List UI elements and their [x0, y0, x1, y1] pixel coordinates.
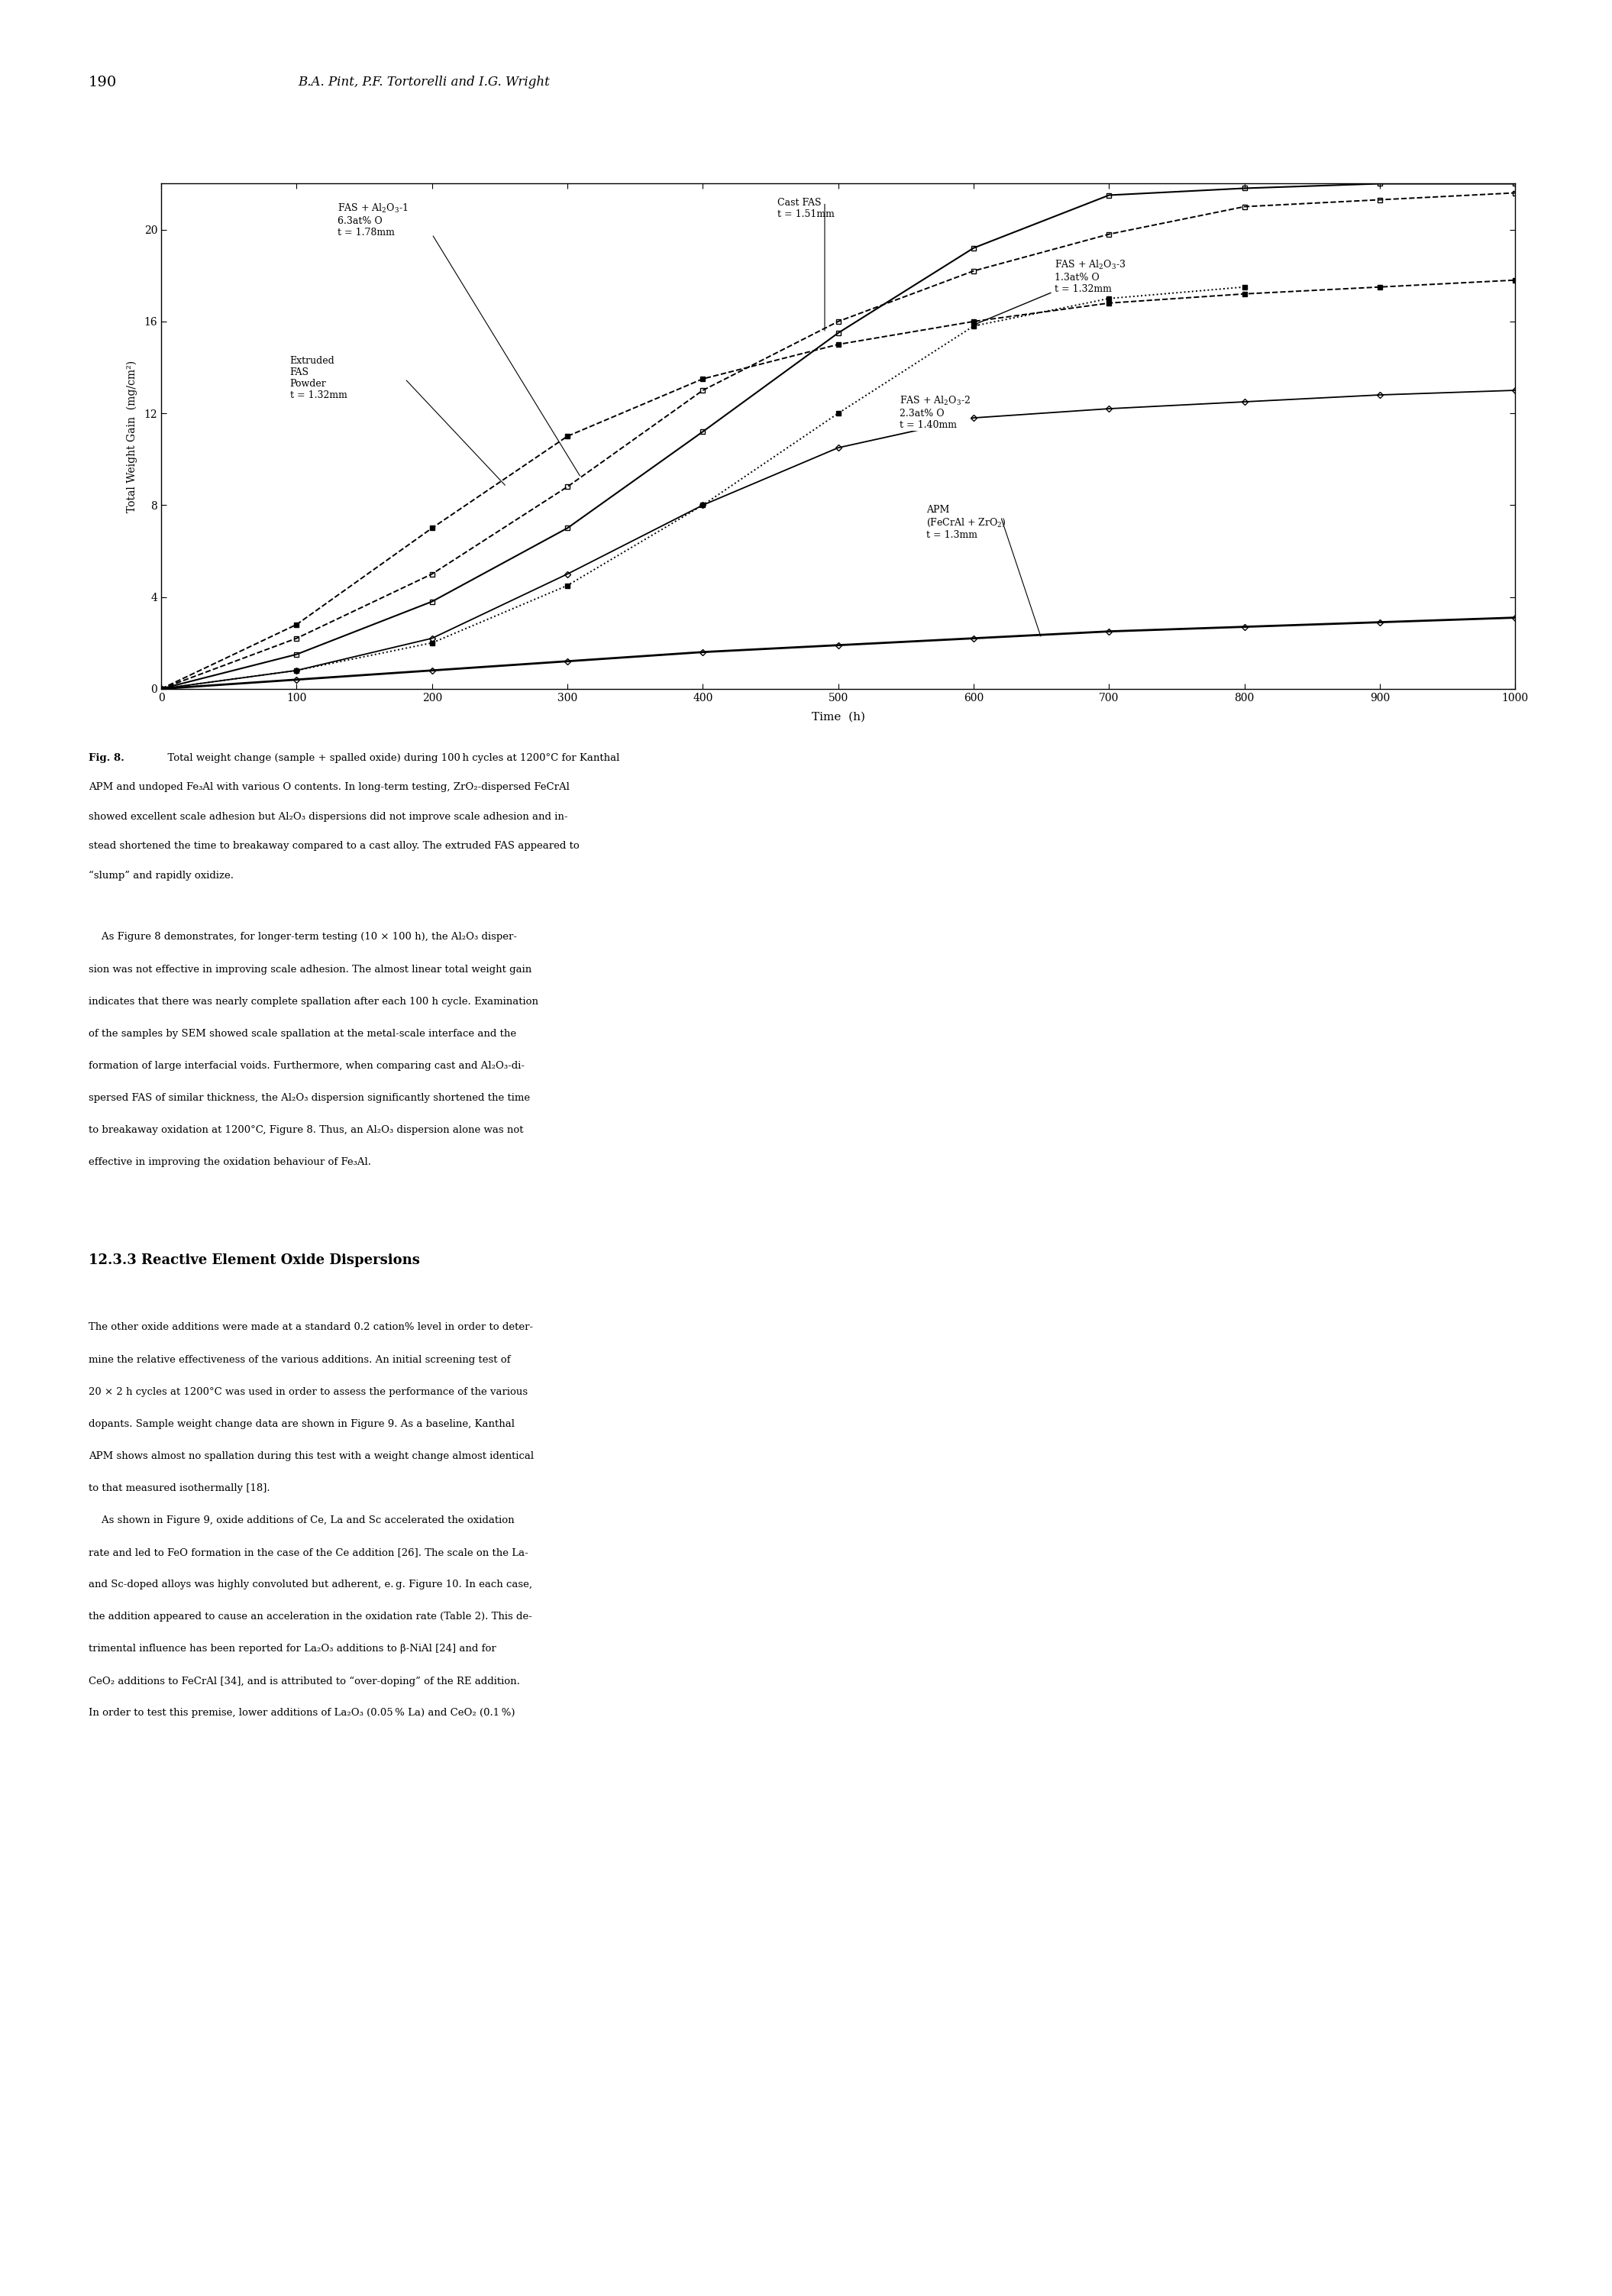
Text: APM
(FeCrAl + ZrO$_2$)
t = 1.3mm: APM (FeCrAl + ZrO$_2$) t = 1.3mm: [927, 505, 1006, 540]
Text: “slump” and rapidly oxidize.: “slump” and rapidly oxidize.: [89, 870, 234, 882]
Text: indicates that there was nearly complete spallation after each 100 h cycle. Exam: indicates that there was nearly complete…: [89, 996, 538, 1006]
Text: rate and led to FeO formation in the case of the Ce addition [26]. The scale on : rate and led to FeO formation in the cas…: [89, 1548, 529, 1557]
Text: Fig. 8.: Fig. 8.: [89, 753, 124, 762]
Text: stead shortened the time to breakaway compared to a cast alloy. The extruded FAS: stead shortened the time to breakaway co…: [89, 840, 579, 852]
Text: As Figure 8 demonstrates, for longer-term testing (10 × 100 h), the Al₂O₃ disper: As Figure 8 demonstrates, for longer-ter…: [89, 932, 517, 941]
Text: dopants. Sample weight change data are shown in Figure 9. As a baseline, Kanthal: dopants. Sample weight change data are s…: [89, 1419, 514, 1428]
Text: of the samples by SEM showed scale spallation at the metal-scale interface and t: of the samples by SEM showed scale spall…: [89, 1029, 516, 1038]
Text: CeO₂ additions to FeCrAl [34], and is attributed to “over-doping” of the RE addi: CeO₂ additions to FeCrAl [34], and is at…: [89, 1676, 521, 1685]
Text: FAS + Al$_2$O$_3$-1
6.3at% O
t = 1.78mm: FAS + Al$_2$O$_3$-1 6.3at% O t = 1.78mm: [337, 202, 408, 236]
Text: 20 × 2 h cycles at 1200°C was used in order to assess the performance of the var: 20 × 2 h cycles at 1200°C was used in or…: [89, 1387, 527, 1396]
Text: to breakaway oxidation at 1200°C, Figure 8. Thus, an Al₂O₃ dispersion alone was : to breakaway oxidation at 1200°C, Figure…: [89, 1125, 524, 1134]
Text: formation of large interfacial voids. Furthermore, when comparing cast and Al₂O₃: formation of large interfacial voids. Fu…: [89, 1061, 524, 1070]
Text: FAS + Al$_2$O$_3$-2
2.3at% O
t = 1.40mm: FAS + Al$_2$O$_3$-2 2.3at% O t = 1.40mm: [899, 395, 970, 429]
Text: In order to test this premise, lower additions of La₂O₃ (0.05 % La) and CeO₂ (0.: In order to test this premise, lower add…: [89, 1708, 516, 1717]
Text: FAS + Al$_2$O$_3$-3
1.3at% O
t = 1.32mm: FAS + Al$_2$O$_3$-3 1.3at% O t = 1.32mm: [974, 259, 1127, 326]
Text: mine the relative effectiveness of the various additions. An initial screening t: mine the relative effectiveness of the v…: [89, 1355, 511, 1364]
Text: APM and undoped Fe₃Al with various O contents. In long-term testing, ZrO₂-disper: APM and undoped Fe₃Al with various O con…: [89, 783, 569, 792]
Text: showed excellent scale adhesion but Al₂O₃ dispersions did not improve scale adhe: showed excellent scale adhesion but Al₂O…: [89, 813, 567, 822]
Text: spersed FAS of similar thickness, the Al₂O₃ dispersion significantly shortened t: spersed FAS of similar thickness, the Al…: [89, 1093, 530, 1102]
Text: the addition appeared to cause an acceleration in the oxidation rate (Table 2). : the addition appeared to cause an accele…: [89, 1612, 532, 1621]
Text: trimental influence has been reported for La₂O₃ additions to β-NiAl [24] and for: trimental influence has been reported fo…: [89, 1644, 496, 1653]
Text: APM shows almost no spallation during this test with a weight change almost iden: APM shows almost no spallation during th…: [89, 1451, 534, 1460]
X-axis label: Time  (h): Time (h): [811, 712, 866, 723]
Text: to that measured isothermally [18].: to that measured isothermally [18].: [89, 1483, 271, 1492]
Text: 190: 190: [89, 76, 118, 90]
Text: 12.3.3 Reactive Element Oxide Dispersions: 12.3.3 Reactive Element Oxide Dispersion…: [89, 1254, 421, 1267]
Text: Cast FAS
t = 1.51mm: Cast FAS t = 1.51mm: [777, 197, 835, 218]
Text: Extruded
FAS
Powder
t = 1.32mm: Extruded FAS Powder t = 1.32mm: [290, 356, 347, 400]
Text: sion was not effective in improving scale adhesion. The almost linear total weig: sion was not effective in improving scal…: [89, 964, 532, 974]
Text: B.A. Pint, P.F. Tortorelli and I.G. Wright: B.A. Pint, P.F. Tortorelli and I.G. Wrig…: [298, 76, 550, 90]
Text: effective in improving the oxidation behaviour of Fe₃Al.: effective in improving the oxidation beh…: [89, 1157, 371, 1166]
Text: The other oxide additions were made at a standard 0.2 cation% level in order to : The other oxide additions were made at a…: [89, 1322, 534, 1332]
Text: and Sc-doped alloys was highly convoluted but adherent, e. g. Figure 10. In each: and Sc-doped alloys was highly convolute…: [89, 1580, 532, 1589]
Text: Total weight change (sample + spalled oxide) during 100 h cycles at 1200°C for K: Total weight change (sample + spalled ox…: [161, 753, 619, 762]
Y-axis label: Total Weight Gain  (mg/cm²): Total Weight Gain (mg/cm²): [127, 360, 137, 512]
Text: As shown in Figure 9, oxide additions of Ce, La and Sc accelerated the oxidation: As shown in Figure 9, oxide additions of…: [89, 1515, 514, 1525]
